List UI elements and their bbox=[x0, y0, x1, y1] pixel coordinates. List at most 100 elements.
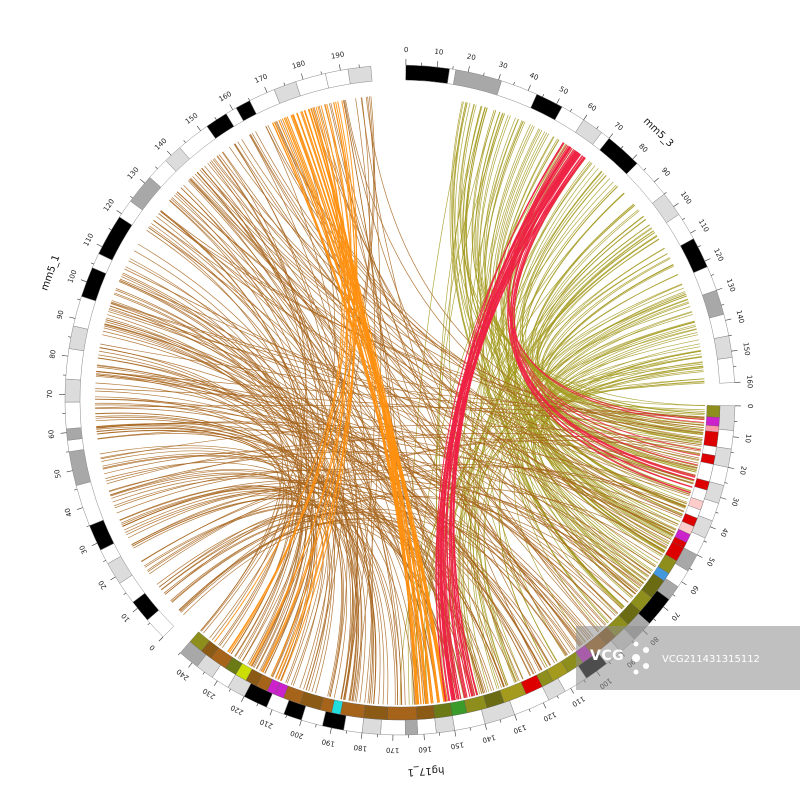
tick-label: 30 bbox=[498, 60, 509, 70]
link-mm5_3-hg17_1 bbox=[531, 238, 667, 549]
tick-label: 0 bbox=[148, 643, 157, 652]
tick-label: 30 bbox=[78, 544, 89, 555]
link-mm5_1-hg17_1 bbox=[196, 171, 672, 540]
minor-tick bbox=[596, 126, 599, 129]
major-tick bbox=[436, 61, 439, 68]
major-tick bbox=[264, 86, 268, 93]
link-orange-bundle bbox=[277, 106, 351, 680]
ideogram-band-mm5_1 bbox=[72, 295, 97, 330]
major-tick bbox=[301, 73, 304, 80]
tick-label: 160 bbox=[217, 90, 233, 104]
major-tick bbox=[329, 727, 332, 734]
tick-label: 10 bbox=[120, 612, 132, 624]
link-mm5_3-hg17_1 bbox=[538, 371, 704, 568]
minor-tick bbox=[697, 245, 701, 248]
link-mm5_1-hg17_1 bbox=[218, 154, 691, 494]
link-mm5_1-hg17_1 bbox=[175, 192, 319, 678]
link-mm5_1-hg17_1 bbox=[122, 488, 348, 698]
link-mm5_1-hg17_1 bbox=[213, 157, 666, 552]
link-mm5_1-hg17_1 bbox=[201, 167, 358, 701]
link-mm5_1-hg17_1 bbox=[196, 172, 426, 704]
link-mm5_3-hg17_1 bbox=[528, 265, 675, 584]
link-mm5_1-hg17_1 bbox=[241, 139, 703, 439]
track-segment bbox=[703, 430, 719, 448]
link-mm5_3-hg17_1 bbox=[476, 112, 705, 418]
tick-label: 140 bbox=[481, 733, 496, 744]
link-mm5_1-hg17_1 bbox=[100, 425, 702, 460]
ideogram-band-mm5_1 bbox=[325, 68, 351, 89]
major-tick bbox=[498, 74, 501, 80]
link-mm5_1-hg17_1 bbox=[105, 319, 290, 649]
tick-label: 110 bbox=[697, 218, 711, 234]
link-mm5_1-hg17_1 bbox=[95, 374, 318, 683]
chromosome-label-mm5_1: mm5_1 bbox=[39, 254, 62, 293]
tick-label: 110 bbox=[571, 694, 587, 708]
tick-label: 130 bbox=[512, 723, 527, 735]
tick-label: 170 bbox=[253, 72, 268, 85]
minor-tick bbox=[320, 71, 322, 75]
link-orange-bundle bbox=[275, 103, 355, 679]
link-mm5_3-hg17_1 bbox=[451, 102, 646, 582]
major-tick bbox=[299, 720, 302, 726]
tick-label: 30 bbox=[730, 496, 740, 507]
minor-tick bbox=[202, 671, 205, 675]
link-orange-bundle bbox=[250, 105, 349, 667]
major-tick bbox=[229, 104, 234, 110]
tick-label: 150 bbox=[450, 740, 465, 750]
link-mm5_1-hg17_1 bbox=[153, 219, 671, 543]
link-mm5_1-hg17_1 bbox=[170, 508, 590, 640]
tick-label: 100 bbox=[679, 190, 693, 206]
tick-label: 70 bbox=[46, 390, 54, 399]
link-mm5_1-hg17_1 bbox=[160, 211, 308, 665]
link-mm5_1-hg17_1 bbox=[143, 504, 517, 683]
ideogram-band-mm5_1 bbox=[65, 427, 83, 441]
link-mm5_3-hg17_1 bbox=[489, 126, 669, 545]
link-mm5_1-hg17_1 bbox=[109, 432, 701, 496]
link-mm5_1-hg17_1 bbox=[160, 466, 688, 590]
ideogram-band-hg17_1 bbox=[380, 719, 406, 736]
ideogram-band-mm5_3 bbox=[496, 80, 538, 109]
link-mm5_1-hg17_1 bbox=[188, 179, 599, 633]
minor-tick bbox=[178, 652, 181, 656]
tick-label: 210 bbox=[259, 717, 274, 729]
tick-label: 110 bbox=[82, 232, 95, 248]
link-mm5_1-hg17_1 bbox=[111, 300, 354, 700]
link-mm5_1-hg17_1 bbox=[344, 100, 600, 632]
minor-tick bbox=[721, 304, 725, 306]
ideogram-band-mm5_1 bbox=[68, 325, 89, 352]
minor-tick bbox=[513, 81, 515, 85]
ideogram-band-hg17_1 bbox=[343, 715, 364, 734]
minor-tick bbox=[483, 72, 485, 76]
ideogram-band-mm5_1 bbox=[347, 66, 373, 85]
link-mm5_1-hg17_1 bbox=[96, 423, 288, 647]
link-orange-bundle bbox=[280, 104, 355, 682]
tick-label: 20 bbox=[738, 465, 748, 475]
minor-tick bbox=[469, 727, 471, 731]
link-mm5_1-hg17_1 bbox=[365, 96, 700, 459]
minor-tick bbox=[528, 708, 531, 712]
major-tick bbox=[269, 709, 273, 716]
minor-tick bbox=[710, 274, 714, 276]
link-mm5_1-hg17_1 bbox=[96, 423, 623, 610]
link-mm5_1-hg17_1 bbox=[97, 433, 281, 632]
ideogram-band-mm5_1 bbox=[75, 481, 104, 526]
link-mm5_3-hg17_1 bbox=[477, 113, 705, 414]
link-mm5_1-hg17_1 bbox=[153, 220, 488, 693]
track-segment bbox=[706, 405, 721, 418]
minor-tick bbox=[108, 228, 112, 231]
link-mm5_1-hg17_1 bbox=[129, 258, 301, 662]
link-mm5_1-hg17_1 bbox=[104, 324, 589, 641]
link-mm5_3-hg17_1 bbox=[463, 105, 692, 492]
link-mm5_1-hg17_1 bbox=[183, 517, 556, 664]
minor-tick bbox=[664, 191, 667, 195]
ideogram-band-mm5_3 bbox=[717, 357, 735, 384]
link-mm5_3-hg17_1 bbox=[538, 257, 687, 505]
link-mm5_1-hg17_1 bbox=[158, 512, 324, 684]
link-mm5_3-hg17_1 bbox=[484, 120, 674, 537]
minor-tick bbox=[155, 166, 158, 170]
link-mm5_1-hg17_1 bbox=[95, 412, 377, 704]
major-tick bbox=[673, 202, 679, 207]
link-mm5_3-hg17_1 bbox=[463, 107, 643, 586]
track-segment bbox=[416, 705, 435, 720]
minor-tick bbox=[90, 262, 94, 265]
